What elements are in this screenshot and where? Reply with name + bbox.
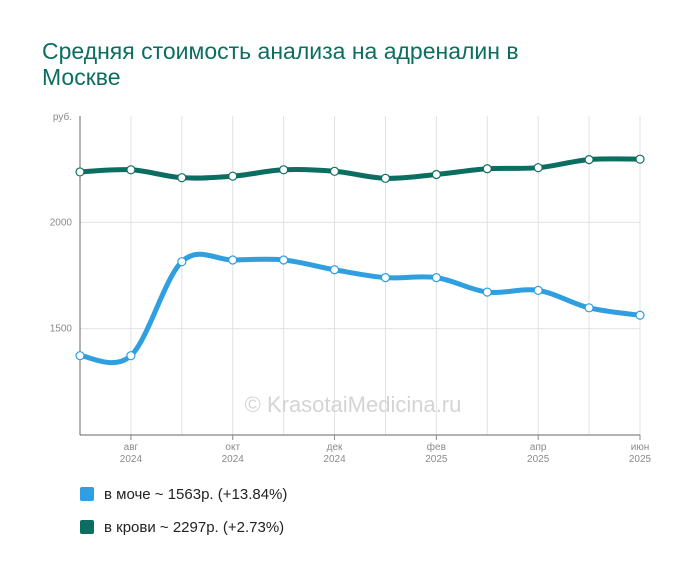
y-tick-label: 1500 (50, 324, 73, 335)
legend-item-urine[interactable]: в моче ~ 1563р. (+13.84%) (80, 485, 287, 503)
data-point-blood (635, 154, 645, 164)
data-point-urine (228, 255, 238, 265)
x-tick-label-month: дек (327, 442, 343, 453)
data-point-urine (126, 351, 136, 361)
data-point-blood (533, 163, 543, 173)
series-line-urine (77, 251, 643, 366)
x-tick-label-year: 2024 (323, 454, 346, 465)
x-tick-label-year: 2024 (222, 454, 245, 465)
data-point-blood (177, 173, 187, 183)
data-point-urine (584, 303, 594, 313)
x-tick-label-month: окт (225, 442, 240, 453)
data-point-blood (431, 169, 441, 180)
data-point-urine (431, 273, 441, 283)
series-line-blood (77, 156, 643, 181)
y-axis-unit: руб. (53, 111, 72, 123)
data-point-urine (279, 255, 289, 265)
legend-swatch-blood (80, 520, 94, 534)
data-point-urine (482, 287, 492, 297)
data-point-urine (177, 257, 187, 267)
data-point-blood (75, 167, 85, 177)
chart-legend: в моче ~ 1563р. (+13.84%) в крови ~ 2297… (80, 485, 287, 551)
legend-label-urine: в моче ~ 1563р. (+13.84%) (104, 485, 288, 503)
data-point-blood (482, 164, 492, 174)
legend-swatch-urine (80, 487, 94, 501)
x-tick-label-year: 2025 (527, 454, 550, 465)
data-point-blood (126, 165, 136, 175)
data-point-blood (329, 166, 340, 176)
x-tick-label-month: июн (631, 442, 650, 453)
data-point-urine (533, 285, 543, 295)
x-tick-label-month: апр (530, 442, 547, 453)
data-point-blood (584, 154, 594, 165)
data-point-blood (279, 165, 289, 175)
chart-title: Средняя стоимость анализа на адреналин в… (42, 38, 519, 90)
x-tick-label-month: авг (124, 442, 139, 453)
x-tick-label-year: 2024 (120, 454, 143, 465)
data-point-blood (228, 171, 238, 181)
data-point-blood (380, 173, 391, 183)
x-tick-label-year: 2025 (425, 454, 448, 465)
data-point-urine (380, 273, 391, 283)
data-point-urine (75, 351, 85, 361)
x-tick-label-month: фев (427, 441, 446, 453)
x-tick-label-year: 2025 (629, 454, 652, 465)
legend-label-blood: в крови ~ 2297р. (+2.73%) (104, 518, 285, 536)
y-tick-label: 2000 (50, 217, 73, 228)
data-point-urine (329, 265, 340, 275)
legend-item-blood[interactable]: в крови ~ 2297р. (+2.73%) (80, 518, 287, 536)
data-point-urine (635, 310, 645, 320)
watermark-text: © KrasotaiMedicina.ru (245, 392, 462, 417)
